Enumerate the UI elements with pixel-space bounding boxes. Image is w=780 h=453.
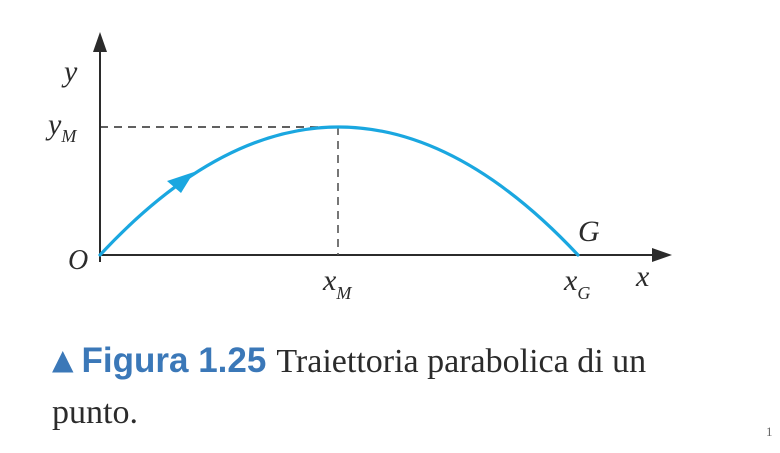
y-max-label: yM [45, 108, 77, 146]
ground-point-label: G [578, 215, 600, 248]
y-max-subscript: M [60, 126, 77, 146]
x-ground-label: xG [563, 264, 590, 303]
page-number: 1 [766, 424, 773, 439]
y-axis-label: y [61, 55, 78, 88]
y-max-base: y [45, 108, 62, 141]
x-axis-label: x [635, 260, 650, 293]
x-axis-arrowhead [652, 248, 672, 262]
x-max-label: xM [322, 264, 352, 303]
origin-label: O [68, 245, 88, 276]
x-max-base: x [322, 264, 337, 297]
direction-arrow-icon [167, 172, 194, 193]
figure-caption: ▲ Figura 1.25 Traiettoria parabolica di un… [52, 336, 732, 438]
x-ground-base: x [563, 264, 578, 297]
x-max-subscript: M [335, 283, 352, 303]
figure-number: Figura 1.25 [81, 341, 267, 380]
triangle-marker-icon: ▲ [52, 343, 74, 376]
caption-text: Traiettoria parabolica di un punto. [52, 343, 647, 431]
y-axis-arrowhead [93, 32, 107, 52]
parabolic-trajectory [98, 125, 580, 257]
x-ground-subscript: G [577, 283, 590, 303]
